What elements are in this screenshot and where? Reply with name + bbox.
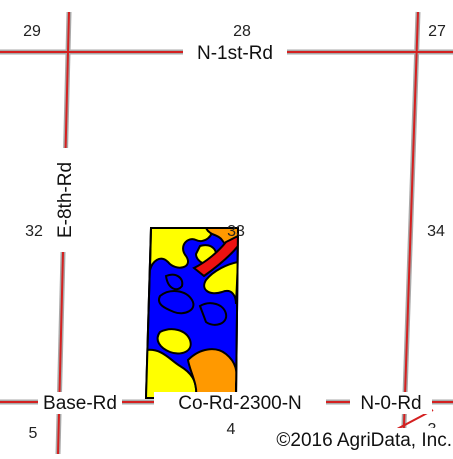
- copyright-backdrop: [236, 428, 453, 454]
- road-label-n-0-rd: N-0-Rd: [360, 393, 421, 414]
- field-soil-map[interactable]: [144, 227, 240, 399]
- soil-outline-c: [164, 273, 184, 291]
- soil-yellow-north: [149, 228, 214, 271]
- road-label-n-1st-rd: N-1st-Rd: [197, 43, 273, 64]
- road-labels: N-1st-Rd E-8th-Rd Base-Rd Co-Rd-2300-N N…: [38, 41, 432, 414]
- section-number: 27: [428, 23, 446, 40]
- section-number: 32: [25, 223, 43, 240]
- road-label-e-8th-rd: E-8th-Rd: [55, 162, 76, 238]
- section-number: 4: [227, 421, 236, 438]
- section-number: 34: [427, 223, 445, 240]
- section-number: 28: [233, 23, 251, 40]
- soil-red-strip: [192, 234, 238, 278]
- section-number: 5: [29, 425, 38, 442]
- section-number: 29: [23, 23, 41, 40]
- copyright-text: ©2016 AgriData, Inc.: [276, 430, 452, 451]
- soil-yellow-east: [203, 260, 238, 305]
- soil-outline-b: [198, 302, 228, 326]
- soil-yellow-mid: [156, 328, 192, 355]
- soil-outline-a: [158, 290, 195, 315]
- road-label-co-rd-2300-n: Co-Rd-2300-N: [178, 393, 302, 414]
- road-east-boundary: [402, 11, 419, 455]
- section-number: 33: [227, 223, 245, 240]
- road-label-base-rd: Base-Rd: [43, 393, 117, 414]
- soil-orange-south: [186, 348, 238, 398]
